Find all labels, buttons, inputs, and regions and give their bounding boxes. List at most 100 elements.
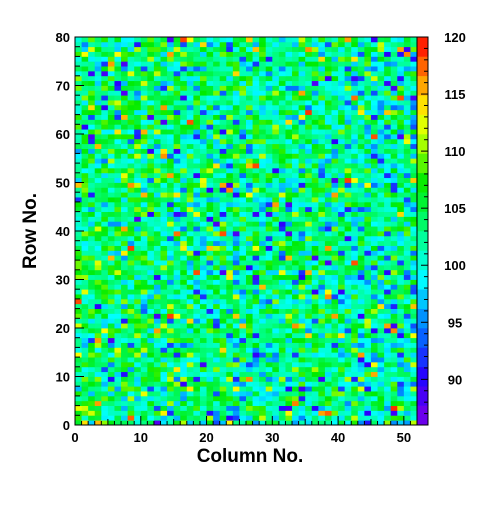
heatmap-cell xyxy=(147,226,155,232)
heatmap-cell xyxy=(213,240,221,246)
heatmap-cell xyxy=(246,163,253,169)
heatmap-cell xyxy=(167,119,175,125)
heatmap-cell xyxy=(232,255,240,261)
heatmap-cell xyxy=(252,381,260,387)
heatmap-cell xyxy=(160,318,168,324)
heatmap-cell xyxy=(338,260,346,266)
heatmap-cell xyxy=(180,279,188,285)
heatmap-cell xyxy=(153,201,161,208)
heatmap-cell xyxy=(265,371,273,377)
heatmap-cell xyxy=(351,260,359,266)
heatmap-cell xyxy=(351,269,359,276)
heatmap-cell xyxy=(403,114,411,120)
heatmap-cell xyxy=(75,167,82,174)
heatmap-cell xyxy=(259,289,267,295)
heatmap-cell xyxy=(127,284,135,290)
heatmap-cell xyxy=(206,109,214,115)
heatmap-cell xyxy=(88,410,96,416)
heatmap-cell xyxy=(75,70,82,77)
heatmap-cell xyxy=(278,85,286,91)
heatmap-cell xyxy=(397,182,405,188)
heatmap-cell xyxy=(246,279,253,285)
heatmap-cell xyxy=(226,143,234,149)
heatmap-cell xyxy=(311,172,319,179)
heatmap-cell xyxy=(397,405,405,411)
heatmap-cell xyxy=(114,245,122,251)
heatmap-cell xyxy=(193,381,201,387)
heatmap-cell xyxy=(127,226,135,232)
heatmap-cell xyxy=(121,395,129,402)
heatmap-cell xyxy=(259,46,267,52)
heatmap-cell xyxy=(193,129,201,135)
heatmap-cell xyxy=(252,337,260,343)
heatmap-cell xyxy=(384,41,392,48)
heatmap-cell xyxy=(265,221,273,227)
heatmap-cell xyxy=(167,56,175,62)
heatmap-cell xyxy=(81,400,89,406)
heatmap-cell xyxy=(239,37,247,43)
heatmap-cell xyxy=(193,395,201,402)
heatmap-cell xyxy=(81,308,89,314)
heatmap-cell xyxy=(160,143,168,149)
heatmap-cell xyxy=(199,148,207,154)
heatmap-cell xyxy=(351,138,359,145)
heatmap-cell xyxy=(114,143,122,149)
heatmap-cell xyxy=(403,148,411,154)
heatmap-cell xyxy=(377,148,385,154)
heatmap-cell xyxy=(397,298,405,305)
heatmap-cell xyxy=(167,158,175,164)
heatmap-cell xyxy=(259,51,267,57)
heatmap-cell xyxy=(370,172,378,179)
heatmap-cell xyxy=(219,129,227,135)
heatmap-cell xyxy=(357,211,365,217)
heatmap-cell xyxy=(167,95,175,101)
heatmap-cell xyxy=(285,410,293,416)
heatmap-cell xyxy=(186,410,194,416)
heatmap-cell xyxy=(186,274,194,280)
heatmap-cell xyxy=(331,138,339,145)
heatmap-cell xyxy=(318,95,326,101)
heatmap-cell xyxy=(377,289,385,295)
heatmap-cell xyxy=(397,313,405,319)
heatmap-cell xyxy=(226,328,234,334)
heatmap-cell xyxy=(338,119,346,125)
heatmap-cell xyxy=(272,129,280,135)
heatmap-cell xyxy=(351,303,359,309)
heatmap-cell xyxy=(232,109,240,115)
heatmap-cell xyxy=(239,395,247,402)
heatmap-cell xyxy=(259,366,267,373)
heatmap-cell xyxy=(94,294,102,300)
heatmap-cell xyxy=(305,46,313,52)
heatmap-cell xyxy=(272,357,280,363)
heatmap-cell xyxy=(186,318,194,324)
heatmap-cell xyxy=(81,41,89,48)
heatmap-cell xyxy=(134,114,142,120)
heatmap-cell xyxy=(338,158,346,164)
heatmap-cell xyxy=(101,61,109,67)
heatmap-cell xyxy=(265,284,273,290)
heatmap-cell xyxy=(213,250,221,256)
heatmap-cell xyxy=(180,400,188,406)
heatmap-cell xyxy=(252,405,260,411)
heatmap-cell xyxy=(160,114,168,120)
heatmap-cell xyxy=(252,274,260,280)
heatmap-cell xyxy=(364,172,372,179)
heatmap-cell xyxy=(278,201,286,208)
heatmap-cell xyxy=(278,371,286,377)
heatmap-cell xyxy=(278,187,286,193)
heatmap-cell xyxy=(298,279,306,285)
heatmap-cell xyxy=(167,192,175,198)
heatmap-cell xyxy=(397,109,405,115)
heatmap-cell xyxy=(114,415,122,421)
heatmap-cell xyxy=(298,46,306,52)
heatmap-cell xyxy=(134,172,142,179)
heatmap-cell xyxy=(219,153,227,159)
heatmap-cell xyxy=(318,41,326,48)
heatmap-cell xyxy=(370,260,378,266)
heatmap-cell xyxy=(272,400,280,406)
heatmap-cell xyxy=(101,415,109,421)
heatmap-cell xyxy=(377,187,385,193)
heatmap-cell xyxy=(232,303,240,309)
heatmap-cell xyxy=(127,143,135,149)
heatmap-cell xyxy=(292,124,300,130)
